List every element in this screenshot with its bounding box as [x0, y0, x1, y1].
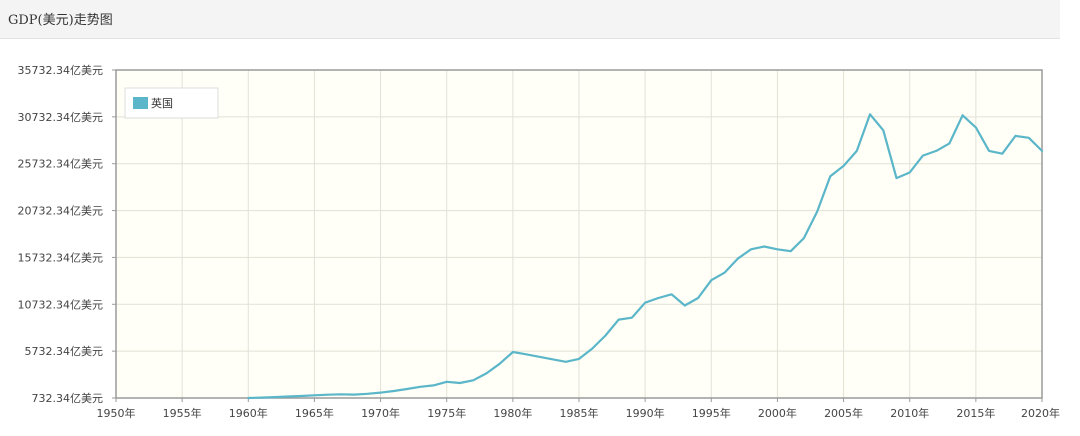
data-point[interactable]	[537, 354, 542, 359]
data-point[interactable]	[471, 378, 476, 383]
data-point[interactable]	[246, 396, 251, 401]
x-tick-label: 1970年	[361, 406, 400, 420]
data-point[interactable]	[947, 141, 952, 146]
y-tick-label: 732.34亿美元	[32, 392, 104, 405]
data-point[interactable]	[894, 176, 899, 181]
data-point[interactable]	[854, 148, 859, 153]
data-point[interactable]	[762, 244, 767, 249]
y-tick-label: 35732.34亿美元	[18, 64, 104, 77]
x-tick-label: 1955年	[163, 406, 202, 420]
data-point[interactable]	[378, 390, 383, 395]
data-point[interactable]	[550, 357, 555, 362]
y-tick-label: 5732.34亿美元	[25, 345, 104, 358]
data-point[interactable]	[418, 384, 423, 389]
data-point[interactable]	[590, 346, 595, 351]
data-point[interactable]	[696, 296, 701, 301]
data-point[interactable]	[934, 148, 939, 153]
x-tick-label: 1950年	[97, 406, 136, 420]
data-point[interactable]	[457, 381, 462, 386]
data-point[interactable]	[444, 379, 449, 384]
data-point[interactable]	[510, 350, 515, 355]
data-point[interactable]	[1040, 148, 1045, 153]
x-tick-label: 2005年	[824, 406, 863, 420]
data-point[interactable]	[497, 361, 502, 366]
x-tick-label: 1995年	[692, 406, 731, 420]
x-tick-label: 1980年	[493, 406, 532, 420]
data-point[interactable]	[484, 371, 489, 376]
data-point[interactable]	[656, 296, 661, 301]
data-point[interactable]	[868, 112, 873, 117]
data-point[interactable]	[272, 395, 277, 400]
data-point[interactable]	[285, 394, 290, 399]
data-point[interactable]	[815, 209, 820, 214]
series-layer	[246, 112, 1045, 401]
data-point[interactable]	[881, 128, 886, 133]
data-point[interactable]	[682, 303, 687, 308]
data-point[interactable]	[616, 317, 621, 322]
data-point[interactable]	[563, 359, 568, 364]
data-point[interactable]	[524, 352, 529, 357]
x-tick-label: 1975年	[427, 406, 466, 420]
data-point[interactable]	[748, 247, 753, 252]
x-tick-label: 2020年	[1021, 406, 1060, 420]
x-tick-label: 1985年	[560, 406, 599, 420]
data-point[interactable]	[338, 392, 343, 397]
data-point[interactable]	[960, 113, 965, 118]
data-point[interactable]	[312, 393, 317, 398]
x-tick-label: 1990年	[626, 406, 665, 420]
data-point[interactable]	[405, 387, 410, 392]
data-point[interactable]	[920, 153, 925, 158]
legend-label-uk[interactable]: 英国	[151, 96, 173, 110]
y-tick-label: 10732.34亿美元	[18, 298, 104, 311]
data-point[interactable]	[259, 395, 264, 400]
data-point[interactable]	[907, 170, 912, 175]
data-point[interactable]	[735, 256, 740, 261]
x-tick-label: 1965年	[295, 406, 334, 420]
legend[interactable]: 英国	[124, 87, 219, 119]
data-point[interactable]	[577, 356, 582, 361]
chart-header: GDP(美元)走势图	[0, 0, 1060, 39]
y-tick-label: 30732.34亿美元	[18, 111, 104, 124]
x-tick-label: 1960年	[229, 406, 268, 420]
data-point[interactable]	[669, 292, 674, 297]
data-point[interactable]	[973, 125, 978, 130]
x-tick-label: 2010年	[890, 406, 929, 420]
y-tick-label: 15732.34亿美元	[18, 251, 104, 264]
x-tick-label: 2000年	[758, 406, 797, 420]
data-point[interactable]	[828, 174, 833, 179]
chart-title: GDP(美元)走势图	[8, 13, 113, 28]
y-axis: 732.34亿美元 5732.34亿美元 10732.34亿美元 15732.34亿美…	[18, 64, 116, 405]
y-tick-label: 25732.34亿美元	[18, 158, 104, 171]
x-tick-label: 2015年	[956, 406, 995, 420]
data-point[interactable]	[643, 300, 648, 305]
data-point[interactable]	[775, 247, 780, 252]
data-point[interactable]	[987, 148, 992, 153]
data-point[interactable]	[352, 392, 357, 397]
data-point[interactable]	[365, 391, 370, 396]
x-axis: 1950年 1955年 1960年 1965年 1970年 1975年 1980年 1985年…	[97, 398, 1060, 420]
data-point[interactable]	[299, 393, 304, 398]
data-point[interactable]	[1000, 151, 1005, 156]
data-point[interactable]	[629, 315, 634, 320]
data-point[interactable]	[801, 236, 806, 241]
data-point[interactable]	[788, 249, 793, 254]
data-point[interactable]	[1026, 135, 1031, 140]
data-point[interactable]	[841, 163, 846, 168]
data-point[interactable]	[709, 278, 714, 283]
series-line-uk[interactable]	[247, 113, 1044, 400]
data-point[interactable]	[325, 392, 330, 397]
data-point[interactable]	[603, 333, 608, 338]
data-point[interactable]	[391, 388, 396, 393]
y-tick-label: 20732.34亿美元	[18, 205, 104, 218]
legend-swatch-uk	[133, 97, 148, 109]
data-point[interactable]	[722, 270, 727, 275]
data-point[interactable]	[431, 383, 436, 388]
data-point[interactable]	[1013, 133, 1018, 138]
